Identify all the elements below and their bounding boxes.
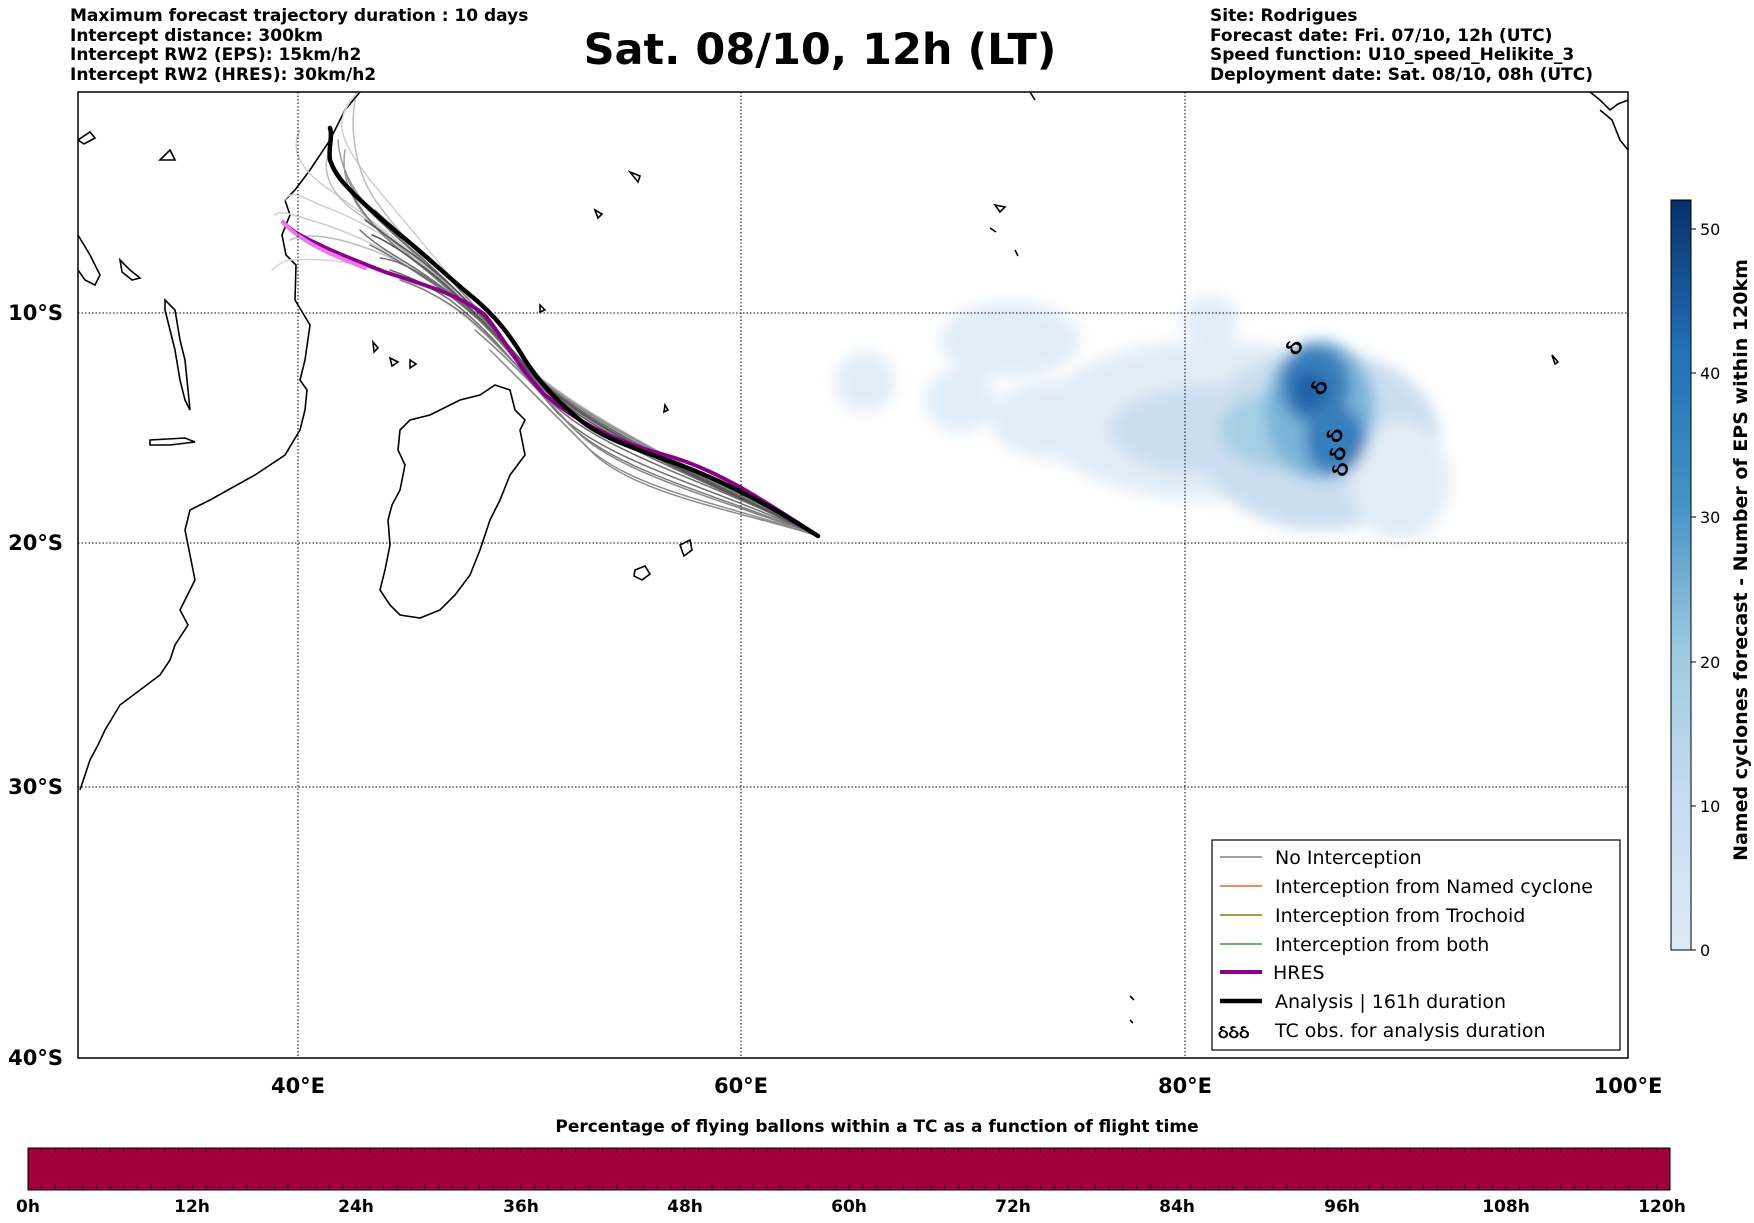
flight-time-tick: 120h — [1638, 1197, 1686, 1217]
lat-tick-label: 30°S — [8, 775, 63, 799]
legend-label: HRES — [1273, 962, 1325, 984]
info-left-line: Intercept RW2 (EPS): 15km/h2 — [70, 45, 362, 65]
lon-tick-labels: 40°E 60°E 80°E 100°E — [271, 1074, 1662, 1098]
flight-time-tick: 72h — [995, 1197, 1031, 1217]
flight-time-tick: 96h — [1324, 1197, 1360, 1217]
info-right-line: Forecast date: Fri. 07/10, 12h (UTC) — [1210, 25, 1553, 46]
flight-time-tick: 84h — [1159, 1197, 1195, 1217]
lat-tick-label: 10°S — [8, 301, 63, 325]
legend-label: No Interception — [1275, 847, 1422, 869]
cyclone-density-field — [835, 296, 1450, 540]
hres-trajectory — [281, 220, 820, 538]
colorbar-tick: 10 — [1700, 797, 1720, 816]
info-right-line: Deployment date: Sat. 08/10, 08h (UTC) — [1210, 64, 1594, 85]
info-left-line: Intercept RW2 (HRES): 30km/h2 — [70, 64, 377, 85]
info-right: Site: Rodrigues Forecast date: Fri. 07/1… — [1210, 6, 1594, 85]
flight-time-bar: 0h 12h 24h 36h 48h 60h 72h 84h 96h 108h … — [16, 1147, 1686, 1217]
info-left-line: Maximum forecast trajectory duration : 1… — [70, 6, 529, 26]
analysis-trajectory — [327, 125, 821, 539]
legend-box — [1211, 839, 1621, 1051]
legend-label: Analysis | 161h duration — [1275, 991, 1506, 1013]
lon-tick-label: 40°E — [271, 1074, 325, 1098]
flight-time-minor-ticks — [41, 1148, 1657, 1190]
legend-label: Interception from Trochoid — [1275, 905, 1525, 927]
lat-tick-label: 20°S — [8, 531, 63, 555]
flight-time-fill — [27, 1147, 1671, 1191]
flight-time-tick: 48h — [667, 1197, 703, 1217]
flight-time-title: Percentage of flying ballons within a TC… — [555, 1117, 1199, 1137]
flight-time-tick: 60h — [831, 1197, 867, 1217]
lat-tick-labels: 10°S 20°S 30°S 40°S — [8, 301, 63, 1070]
legend-label: TC obs. for analysis duration — [1274, 1020, 1546, 1042]
colorbar-label: Named cyclones forecast - Number of EPS … — [1730, 259, 1752, 861]
colorbar-tick: 0 — [1700, 941, 1710, 960]
lat-tick-label: 40°S — [8, 1046, 63, 1070]
gridlines — [78, 92, 1628, 1058]
flight-time-tick: 24h — [338, 1197, 374, 1217]
colorbar-tick: 20 — [1700, 653, 1720, 672]
flight-time-tick: 12h — [174, 1197, 210, 1217]
hres-trajectory-end — [281, 220, 367, 270]
svg-text:ઠ: ઠ — [1324, 460, 1354, 479]
info-right-line: Speed function: U10_speed_Helikite_3 — [1210, 45, 1575, 65]
colorbar-tick: 50 — [1700, 220, 1720, 239]
lon-tick-label: 80°E — [1158, 1074, 1212, 1098]
map-title: Sat. 08/10, 12h (LT) — [583, 25, 1057, 75]
colorbar-tick: 30 — [1700, 508, 1720, 527]
colorbar-gradient — [1670, 199, 1692, 951]
legend: No Interception Interception from Named … — [1211, 839, 1621, 1051]
lon-tick-label: 100°E — [1594, 1074, 1663, 1098]
coastlines — [78, 92, 1628, 1024]
plot-frame — [77, 91, 1629, 1059]
tc-obs-icon: ઠઠઠ — [1218, 1022, 1250, 1043]
legend-label: Interception from Named cyclone — [1275, 876, 1593, 898]
flight-time-tick: 108h — [1482, 1197, 1530, 1217]
colorbar-tick: 40 — [1700, 364, 1720, 383]
info-right-line: Site: Rodrigues — [1210, 6, 1358, 26]
legend-label: Interception from both — [1275, 934, 1489, 956]
density-colorbar: 0 10 20 30 40 50 Named cyclones forecast… — [1670, 199, 1752, 960]
flight-time-tick: 0h — [16, 1197, 40, 1217]
lon-tick-label: 60°E — [714, 1074, 768, 1098]
info-left: Maximum forecast trajectory duration : 1… — [70, 6, 529, 85]
flight-time-tick: 36h — [503, 1197, 539, 1217]
info-left-line: Intercept distance: 300km — [70, 25, 323, 46]
